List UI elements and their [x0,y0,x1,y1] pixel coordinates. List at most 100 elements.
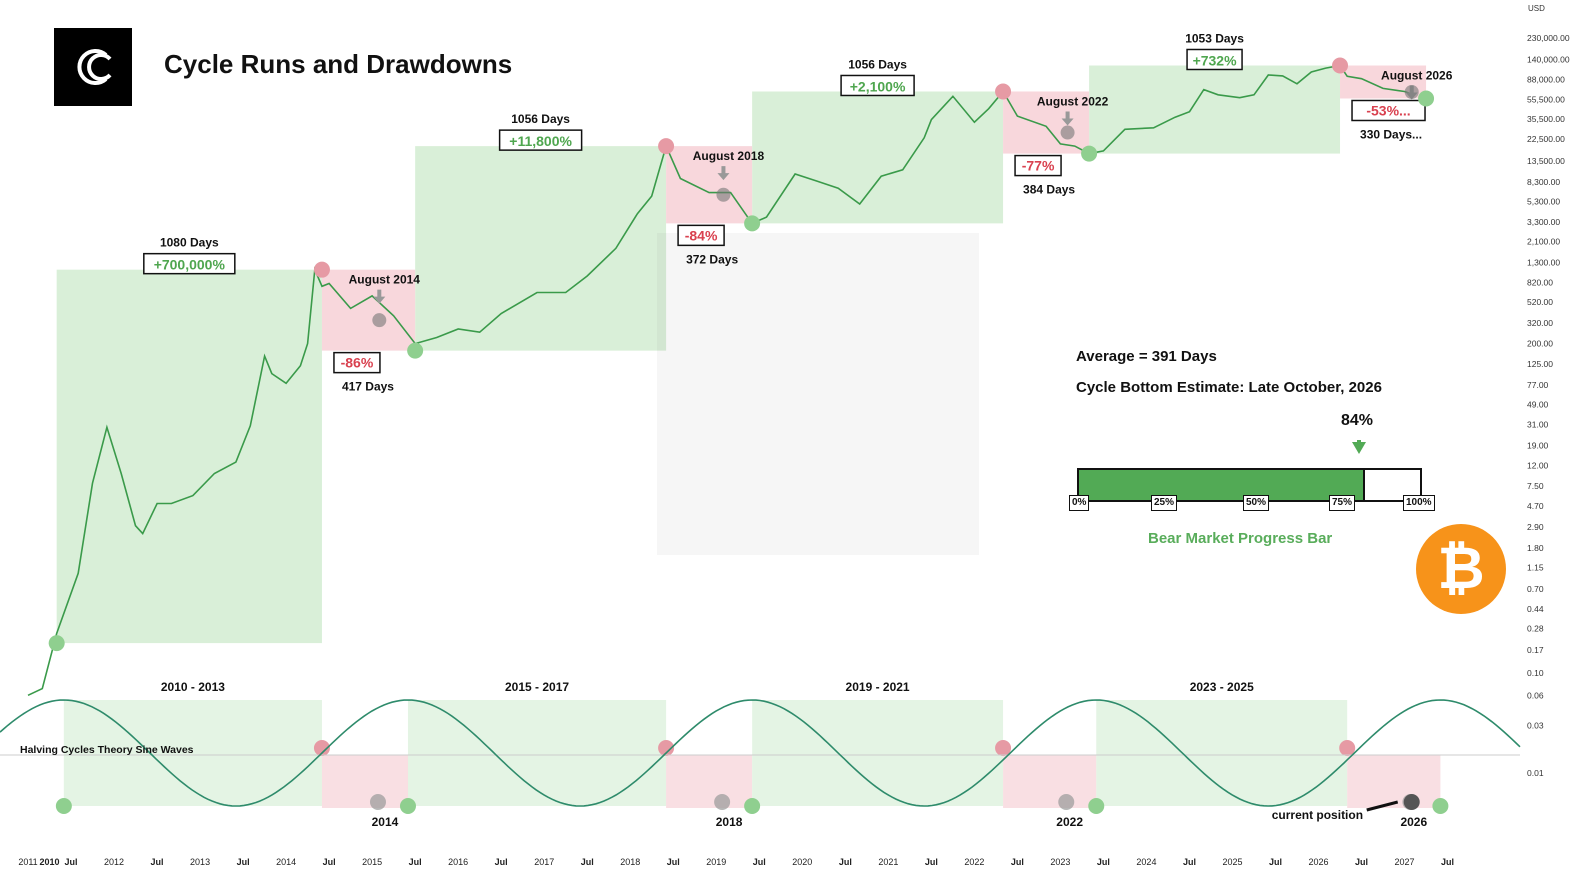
x-tick-label-6: Jul [237,857,250,867]
current-position-arrow-icon [1366,800,1399,812]
bitcoin-icon: ₿ [1416,524,1506,614]
sine-bear-band-3 [1347,755,1441,808]
cycle-bottom-dot-3 [1418,90,1435,107]
y-tick-label-33: 140,000.00 [1527,55,1570,65]
y-tick-label-23: 1,300.00 [1527,257,1560,267]
drawdown-box-3 [1351,99,1426,122]
x-tick-label-21: 2021 [878,857,898,867]
sine-bull-band-1 [407,700,667,806]
x-tick-label-26: Jul [1097,857,1110,867]
drawdown-marker-dot-3 [1404,84,1419,99]
x-tick-label-5: 2013 [190,857,210,867]
brand-logo [54,28,132,106]
average-days-label: Average = 391 Days [1076,348,1217,365]
sine-peak-dot-1 [658,740,675,756]
run-gain-label-2: +2,100% [850,78,906,94]
run-gain-box-1 [498,129,583,151]
x-tick-label-0: 2010 [39,857,59,867]
y-tick-label-3: 0.10 [1527,668,1544,678]
cycle-bottom-dot-2 [1081,145,1098,162]
watermark-logo [657,233,979,555]
sine-peak-dot-2 [995,740,1012,756]
y-tick-label-18: 125.00 [1527,359,1553,369]
drawdown-pct-label-1: -84% [685,227,718,243]
y-tick-label-29: 22,500.00 [1527,134,1565,144]
bull-run-band-3 [1089,65,1341,154]
y-tick-label-6: 0.44 [1527,604,1544,614]
x-tick-label-16: Jul [667,857,680,867]
run-days-label-1: 1056 Days [511,112,570,126]
x-tick-label-1: 2011 [18,857,37,867]
y-tick-label-13: 12.00 [1527,461,1549,471]
x-tick-label-4: Jul [151,857,164,867]
progress-tick-0: 0% [1069,495,1090,511]
drawdown-pct-label-2: -77% [1022,158,1055,174]
x-tick-label-20: Jul [839,857,852,867]
sine-panel-title: Halving Cycles Theory Sine Waves [20,744,194,756]
x-tick-label-11: 2016 [448,857,468,867]
x-tick-label-10: Jul [409,857,422,867]
progress-tick-100: 100% [1403,495,1435,511]
drawdown-box-0 [333,351,381,374]
sine-marker-dot-1 [714,794,731,810]
y-tick-label-24: 2,100.00 [1527,237,1560,247]
x-tick-label-33: 2027 [1395,857,1415,867]
sine-cycle-label-0: 2010 - 2013 [161,680,225,694]
sine-bear-year-label-2: 2022 [1056,815,1083,829]
sine-cycle-label-3: 2023 - 2025 [1190,680,1254,694]
y-tick-label-0: 0.01 [1527,768,1544,778]
drawdown-pct-label-0: -86% [341,355,374,371]
run-days-label-0: 1080 Days [160,236,219,250]
sine-bull-band-0 [63,700,322,806]
drawdown-band-2 [1003,91,1090,154]
x-tick-label-14: Jul [581,857,594,867]
y-tick-label-1: 0.03 [1527,720,1544,730]
x-tick-label-2: Jul [65,857,78,867]
run-gain-box-3 [1186,48,1243,71]
y-tick-label-2: 0.06 [1527,690,1544,700]
sine-trough-dot-final [1432,798,1449,814]
sine-wave-panel: 2010 - 2013 2014 2015 - 2017 2018 2019 - 202… [0,680,1521,829]
x-tick-label-15: 2018 [620,857,640,867]
y-tick-label-5: 0.28 [1527,624,1544,634]
sine-bear-year-label-1: 2018 [716,815,743,829]
x-tick-label-7: 2014 [276,857,296,867]
y-tick-label-17: 77.00 [1527,380,1549,390]
drawdown-marker-dot-0 [372,313,387,328]
currency-label: USD [1528,4,1545,13]
sine-marker-dot-0 [369,794,386,810]
y-tick-label-25: 3,300.00 [1527,217,1560,227]
x-tick-label-28: Jul [1183,857,1196,867]
y-tick-label-16: 49.00 [1527,400,1549,410]
drawdown-band-0 [321,269,416,351]
y-tick-label-20: 320.00 [1527,318,1553,328]
y-axis: 0.01 0.03 0.06 0.10 0.17 0.28 0.44 0.70 1.15 1.80… [1527,33,1570,778]
x-tick-label-8: Jul [323,857,336,867]
current-position-dot [1403,794,1420,810]
y-tick-label-12: 7.50 [1527,481,1544,491]
run-gain-label-3: +732% [1193,52,1238,68]
bottom-estimate-label: Cycle Bottom Estimate: Late October, 202… [1076,379,1382,396]
drawdown-days-label-0: 417 Days [342,380,394,394]
bull-run-band-2 [752,91,1004,224]
x-tick-label-31: 2026 [1309,857,1329,867]
x-tick-label-12: Jul [495,857,508,867]
y-tick-label-21: 520.00 [1527,297,1553,307]
y-tick-label-9: 1.80 [1527,543,1544,553]
progress-tick-75: 75% [1329,495,1356,511]
drawdown-band-1 [666,146,753,224]
bear-market-progress-bar [1077,468,1422,502]
drawdown-box-2 [1014,154,1062,177]
page-title: Cycle Runs and Drawdowns [164,49,513,79]
x-tick-label-17: 2019 [706,857,726,867]
y-tick-label-10: 2.90 [1527,522,1544,532]
x-tick-label-9: 2015 [362,857,382,867]
bull-run-band-0 [56,269,322,644]
y-tick-label-27: 8,300.00 [1527,177,1560,187]
sine-peak-dot-3 [1339,740,1356,756]
x-tick-label-13: 2017 [534,857,554,867]
drawdown-marker-dot-2 [1060,125,1075,140]
y-tick-label-11: 4.70 [1527,501,1544,511]
